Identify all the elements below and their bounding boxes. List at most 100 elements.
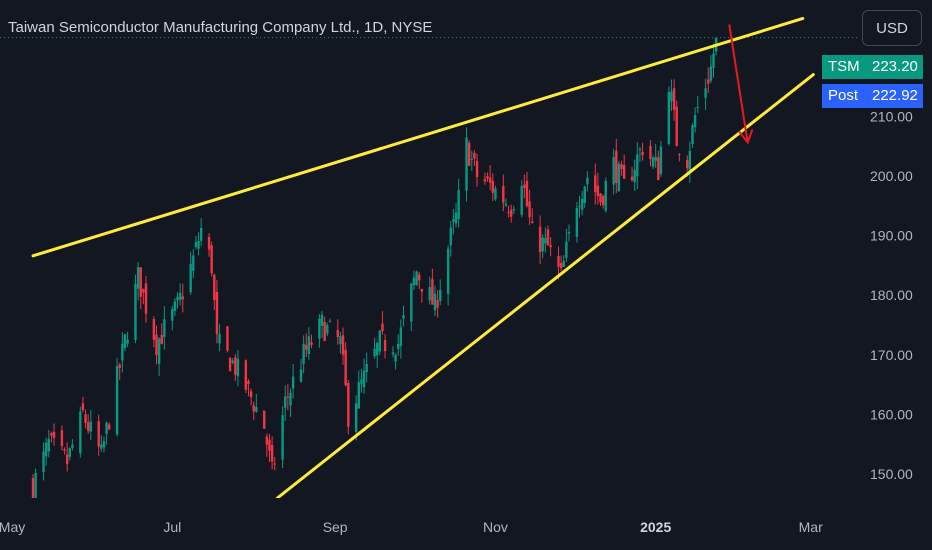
candle-2024-11-08	[512, 205, 516, 215]
candle-2024-05-22	[65, 442, 69, 472]
post-price-value: 222.92	[872, 87, 918, 104]
candle-2024-09-12	[362, 358, 366, 394]
candle-2024-05-27	[79, 406, 82, 458]
candle-2024-05-28	[81, 396, 85, 413]
y-tick-label: 210.00	[870, 108, 913, 124]
candle-2024-08-23	[310, 334, 313, 348]
candle-2024-12-10	[596, 172, 600, 205]
candle-2025-01-10	[678, 153, 681, 162]
candle-2024-07-16	[210, 241, 213, 277]
price-axis: 150.00 160.00 170.00 180.00 190.00 200.00 210.…	[870, 108, 913, 482]
candle-2024-12-24	[633, 159, 636, 191]
candle-2024-06-06	[105, 421, 108, 445]
candle-2025-01-16	[693, 107, 697, 133]
candle-2024-12-16	[612, 148, 615, 195]
candle-2024-11-12	[523, 174, 526, 199]
candle-2024-05-29	[84, 409, 87, 429]
candle-2024-12-12	[601, 194, 605, 209]
candle-2024-07-05	[181, 283, 184, 313]
candle-2024-07-26	[236, 349, 240, 387]
candle-2024-10-04	[420, 288, 424, 303]
candle-2024-07-03	[176, 292, 179, 309]
candle-2024-06-05	[102, 436, 106, 453]
y-tick-label: 160.00	[870, 407, 913, 423]
candle-2024-10-15	[449, 221, 452, 257]
candle-2024-11-06	[507, 205, 510, 218]
x-tick-label: May	[0, 519, 25, 535]
candle-2024-10-16	[452, 209, 455, 235]
candles-layer	[31, 37, 718, 498]
candle-2024-10-08	[431, 268, 434, 305]
candle-2024-12-19	[620, 160, 623, 176]
candle-2024-07-02	[173, 298, 177, 317]
candle-2024-12-05	[583, 185, 586, 208]
candle-2024-09-06	[347, 380, 350, 435]
candle-2024-07-08	[189, 251, 192, 295]
trendline-1	[31, 16, 805, 258]
drawings-layer	[0, 16, 858, 498]
candle-2024-07-25	[234, 354, 237, 381]
candle-2024-09-05	[344, 342, 347, 387]
candle-2025-01-17	[696, 95, 699, 114]
candle-2024-06-10	[115, 357, 119, 437]
candle-2024-10-03	[418, 271, 421, 289]
candle-2024-11-14	[528, 189, 531, 225]
trendline-2	[275, 73, 815, 498]
candle-2024-06-24	[152, 316, 156, 348]
candle-2024-08-13	[284, 385, 287, 421]
candle-2025-01-07	[670, 79, 673, 111]
last-price-symbol: TSM	[828, 58, 860, 75]
candle-2024-11-27	[562, 255, 565, 268]
candle-2025-01-01	[654, 143, 657, 168]
candle-2024-10-18	[457, 178, 460, 228]
candle-2025-01-21	[707, 67, 710, 93]
candle-2024-05-17	[52, 423, 56, 446]
candle-2024-09-02	[336, 319, 339, 345]
candle-2024-07-22	[226, 325, 229, 353]
x-tick-label: Sep	[323, 519, 348, 535]
candle-2024-06-21	[144, 276, 148, 323]
candle-2024-06-25	[155, 325, 158, 365]
candle-2024-09-03	[339, 331, 342, 354]
candle-2025-01-14	[688, 141, 692, 183]
last-price-value: 223.20	[872, 58, 918, 75]
candle-2024-11-28	[565, 228, 568, 263]
candle-2024-08-27	[320, 310, 324, 339]
candle-2024-12-09	[594, 163, 597, 205]
candle-2024-06-18	[136, 262, 140, 301]
candle-2024-08-12	[281, 406, 284, 468]
candle-2024-10-21	[465, 127, 468, 202]
candle-2024-10-07	[428, 276, 431, 305]
candle-2024-07-15	[207, 233, 211, 257]
candle-2024-10-29	[486, 172, 489, 182]
candle-2024-10-22	[467, 140, 471, 167]
candle-2024-09-17	[375, 341, 379, 368]
candle-2024-09-18	[378, 329, 382, 355]
candle-2024-07-11	[197, 232, 200, 256]
candle-2024-07-19	[218, 324, 221, 352]
x-tick-label: Nov	[483, 519, 508, 535]
candle-2024-06-13	[123, 334, 127, 352]
candle-2024-10-31	[491, 173, 495, 202]
candle-2024-07-10	[194, 235, 198, 250]
candle-2025-01-02	[657, 150, 660, 181]
y-tick-label: 170.00	[870, 347, 913, 363]
candle-2024-08-29	[326, 322, 329, 337]
candle-2024-05-09	[31, 474, 35, 498]
candle-2024-10-01	[412, 270, 416, 291]
candle-2024-11-15	[531, 208, 534, 224]
candle-2024-10-10	[436, 290, 439, 318]
candle-2024-09-27	[402, 305, 405, 327]
candle-2025-01-03	[659, 140, 663, 177]
candle-2024-05-21	[63, 447, 66, 455]
chart-title: Taiwan Semiconductor Manufacturing Compa…	[8, 19, 433, 36]
candle-2024-11-20	[544, 227, 547, 253]
candle-2024-08-22	[307, 327, 311, 360]
x-tick-label: Mar	[799, 519, 823, 535]
candle-2024-06-07	[108, 422, 111, 431]
candle-2025-01-20	[704, 78, 707, 111]
currency-button[interactable]: USD	[862, 10, 922, 46]
candle-2025-01-09	[675, 100, 678, 147]
candle-2024-10-30	[488, 165, 492, 191]
